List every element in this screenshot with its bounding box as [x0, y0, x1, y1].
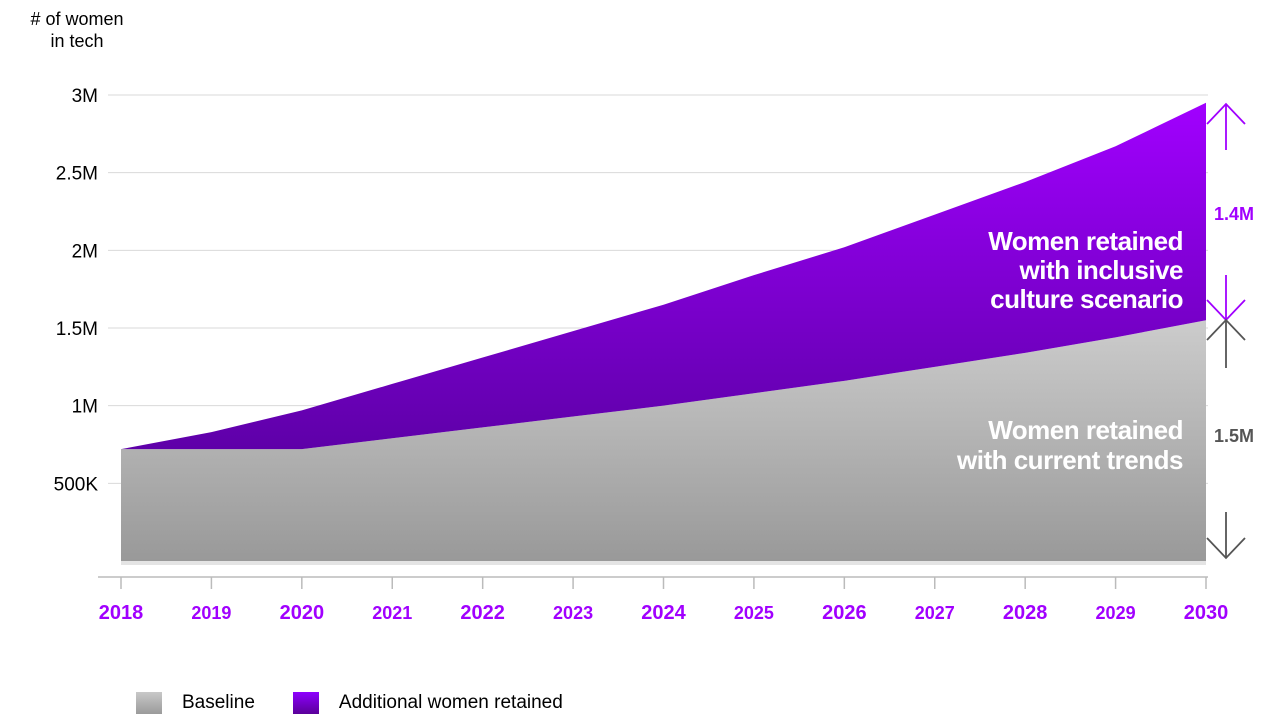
x-tick-label: 2028: [1003, 602, 1048, 624]
x-tick-label: 2021: [372, 603, 412, 623]
legend-swatch-additional: [292, 692, 319, 714]
legend-item-additional: Additional women retained: [292, 692, 563, 714]
x-tick-label: 2023: [553, 603, 593, 623]
x-axis-ticks: 2018 2019 2020 2021 2022 2023 2024 2025 2026 2027…: [99, 602, 1229, 624]
y-tick-label: 3M: [72, 86, 98, 107]
delta-label-baseline: 1.5M: [1214, 426, 1254, 446]
area-baseline: [121, 320, 1206, 561]
x-tick-label: 2022: [460, 602, 505, 624]
legend-label-baseline: Baseline: [182, 692, 255, 713]
arrow-down-baseline: [1206, 512, 1246, 560]
annotation-inclusive-line: culture scenario: [990, 284, 1183, 314]
y-axis-label-line-1: # of women: [30, 9, 124, 29]
y-tick-label: 2M: [72, 241, 98, 262]
annotation-inclusive-line: Women retained: [988, 226, 1183, 256]
x-tick-label: 2024: [641, 602, 686, 624]
arrow-up-baseline-head: [1206, 318, 1246, 341]
legend-item-baseline: Baseline: [136, 692, 255, 714]
legend-label-additional: Additional women retained: [338, 692, 563, 713]
x-tick-label: 2019: [191, 603, 231, 623]
arrow-up-additional-head: [1206, 102, 1246, 125]
annotation-current-line: Women retained: [988, 415, 1183, 445]
delta-label-additional: 1.4M: [1214, 204, 1254, 224]
annotation-inclusive-line: with inclusive: [1019, 255, 1184, 285]
legend-swatch-baseline: [136, 692, 162, 714]
x-tick-label: 2025: [734, 603, 774, 623]
y-tick-label: 2.5M: [56, 164, 98, 185]
arrow-down-baseline-head: [1206, 537, 1246, 560]
y-tick-label: 500K: [54, 474, 99, 495]
x-tick-label: 2018: [99, 602, 144, 624]
x-tick-label: 2020: [280, 602, 325, 624]
x-tick-label: 2026: [822, 602, 867, 624]
y-axis-label-line-2: in tech: [50, 31, 104, 51]
arrow-up-baseline: [1206, 318, 1246, 368]
x-tick-label: 2029: [1096, 603, 1136, 623]
x-axis: [98, 576, 1208, 589]
y-tick-label: 1M: [72, 397, 98, 418]
y-axis-label: # of women in tech: [18, 8, 136, 52]
x-tick-label: 2030: [1184, 602, 1229, 624]
area-additional: [121, 102, 1206, 450]
y-axis-ticks: 500K 1M 1.5M 2M 2.5M 3M: [54, 86, 99, 495]
y-tick-label: 1.5M: [56, 319, 98, 340]
annotation-current-line: with current trends: [956, 445, 1183, 475]
x-tick-label: 2027: [915, 603, 955, 623]
area-series: [121, 102, 1206, 565]
arrow-down-additional: [1206, 275, 1246, 322]
arrow-up-additional: [1206, 102, 1246, 150]
baseline-floor: [121, 561, 1206, 565]
legend: Baseline Additional women retained: [136, 692, 601, 714]
